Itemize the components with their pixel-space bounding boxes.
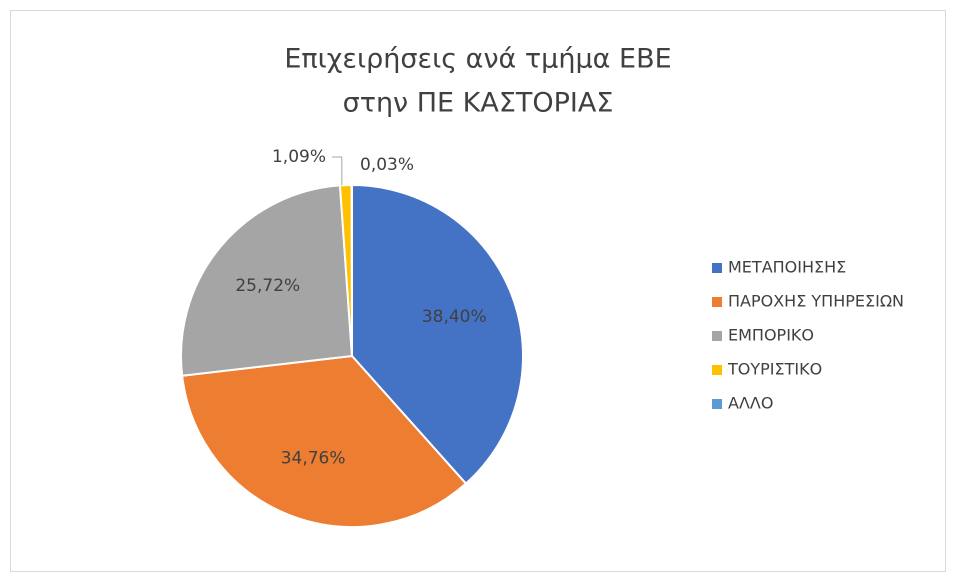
- pie-slice: [351, 183, 524, 485]
- legend-label: ΕΜΠΟΡΙΚΟ: [728, 326, 814, 345]
- legend-label: ΑΛΛΟ: [728, 394, 773, 413]
- legend-label: ΜΕΤΑΠΟΙΗΣΗΣ: [728, 258, 846, 277]
- data-label: 38,40%: [422, 307, 487, 327]
- leader-line: [332, 156, 343, 186]
- data-label: 25,72%: [235, 276, 300, 296]
- data-label: 0,03%: [360, 155, 414, 175]
- data-label: 1,09%: [272, 147, 326, 167]
- legend-swatch: [712, 263, 722, 273]
- legend-swatch: [712, 365, 722, 375]
- pie-slice: [180, 184, 354, 377]
- pie-slice: [181, 354, 468, 528]
- legend-label: ΠΑΡΟΧΗΣ ΥΠΗΡΕΣΙΩΝ: [728, 292, 904, 311]
- chart-title: στην ΠΕ ΚΑΣΤΟΡΙΑΣ: [343, 88, 614, 119]
- chart-title: Επιχειρήσεις ανά τμήμα ΕΒΕ: [284, 44, 671, 75]
- legend-label: ΤΟΥΡΙΣΤΙΚΟ: [727, 360, 822, 379]
- legend-swatch: [712, 331, 722, 341]
- legend-swatch: [712, 399, 722, 409]
- data-label: 34,76%: [281, 448, 346, 468]
- legend-swatch: [712, 297, 722, 307]
